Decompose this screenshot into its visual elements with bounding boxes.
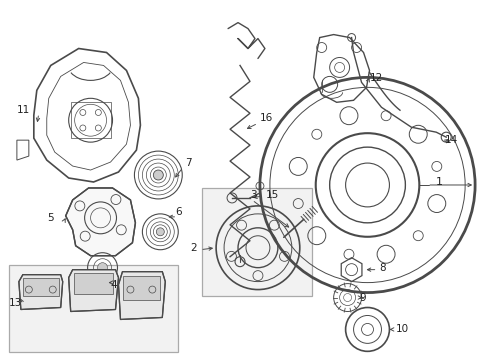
FancyBboxPatch shape bbox=[9, 265, 178, 352]
Text: 1: 1 bbox=[435, 177, 442, 187]
Text: 9: 9 bbox=[359, 293, 366, 302]
Text: 4: 4 bbox=[110, 280, 117, 289]
Text: 13: 13 bbox=[9, 297, 22, 307]
Text: 8: 8 bbox=[379, 263, 386, 273]
Text: 14: 14 bbox=[444, 135, 458, 145]
Text: 7: 7 bbox=[185, 158, 191, 168]
Polygon shape bbox=[19, 275, 62, 310]
Circle shape bbox=[98, 263, 107, 273]
Text: 6: 6 bbox=[175, 207, 182, 217]
Polygon shape bbox=[65, 188, 135, 256]
Polygon shape bbox=[23, 278, 59, 296]
Text: 12: 12 bbox=[369, 73, 382, 84]
Polygon shape bbox=[68, 270, 118, 311]
Polygon shape bbox=[74, 273, 112, 293]
Circle shape bbox=[156, 228, 164, 236]
Text: 3: 3 bbox=[249, 190, 256, 200]
Text: 2: 2 bbox=[190, 243, 197, 253]
Text: 5: 5 bbox=[47, 213, 53, 223]
Text: 15: 15 bbox=[265, 190, 279, 200]
Polygon shape bbox=[123, 276, 160, 300]
Text: 16: 16 bbox=[260, 113, 273, 123]
Circle shape bbox=[153, 170, 163, 180]
Text: 11: 11 bbox=[17, 105, 30, 115]
Text: 10: 10 bbox=[395, 324, 407, 334]
FancyBboxPatch shape bbox=[202, 188, 311, 296]
Polygon shape bbox=[118, 272, 165, 319]
